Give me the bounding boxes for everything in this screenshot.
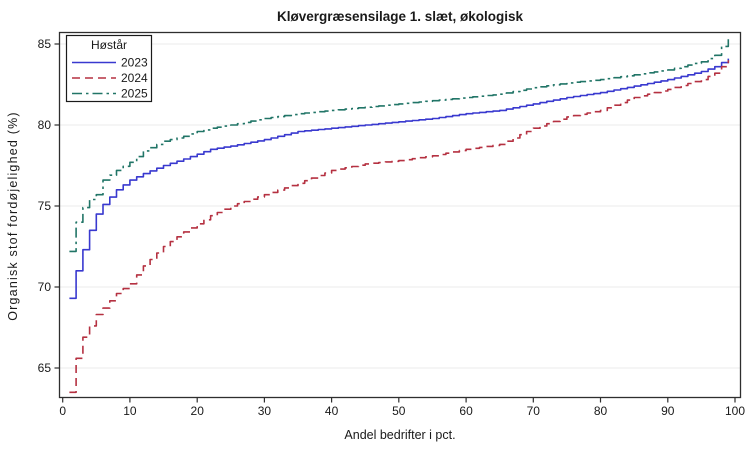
- x-tick-label: 80: [594, 404, 608, 418]
- series-lines: [69, 37, 730, 394]
- x-tick-label: 100: [725, 404, 745, 418]
- x-tick-label: 10: [123, 404, 137, 418]
- y-tick-label: 70: [38, 280, 52, 294]
- chart-title: Kløvergræsensilage 1. slæt, økologisk: [277, 9, 524, 24]
- x-tick-label: 40: [325, 404, 339, 418]
- legend-label: 2025: [121, 87, 148, 101]
- y-tick-label: 85: [38, 37, 52, 51]
- x-tick-label: 60: [459, 404, 473, 418]
- legend-item-2025: 2025: [72, 87, 148, 101]
- y-axis-label: Organisk stof fordøjelighed (%): [6, 111, 20, 321]
- series-line-2025: [69, 37, 730, 253]
- y-axis-ticks: 65 70 75 80 85: [38, 37, 60, 375]
- plot-area: [59, 32, 741, 398]
- plot-frame: [58, 31, 742, 399]
- x-axis-label: Andel bedrifter i pct.: [344, 428, 455, 442]
- x-tick-label: 20: [191, 404, 205, 418]
- legend-box: [65, 34, 153, 103]
- y-tick-label: 75: [38, 199, 52, 213]
- legend-label: 2024: [121, 71, 148, 85]
- x-axis-ticks: 0 10 20 30 40 50 60 70 80 90 100: [59, 397, 745, 418]
- legend-label: 2023: [121, 56, 148, 70]
- y-tick-label: 65: [38, 361, 52, 375]
- x-tick-label: 50: [392, 404, 406, 418]
- gridlines: [59, 43, 741, 369]
- x-tick-label: 90: [661, 404, 675, 418]
- x-tick-label: 30: [258, 404, 272, 418]
- legend-item-2023: 2023: [72, 56, 148, 70]
- x-tick-label: 0: [59, 404, 66, 418]
- series-line-2023: [69, 58, 730, 300]
- y-tick-label: 80: [38, 118, 52, 132]
- legend-item-2024: 2024: [72, 71, 148, 85]
- legend-title: Høstår: [91, 38, 127, 52]
- x-tick-label: 70: [527, 404, 541, 418]
- series-line-2024: [69, 60, 730, 394]
